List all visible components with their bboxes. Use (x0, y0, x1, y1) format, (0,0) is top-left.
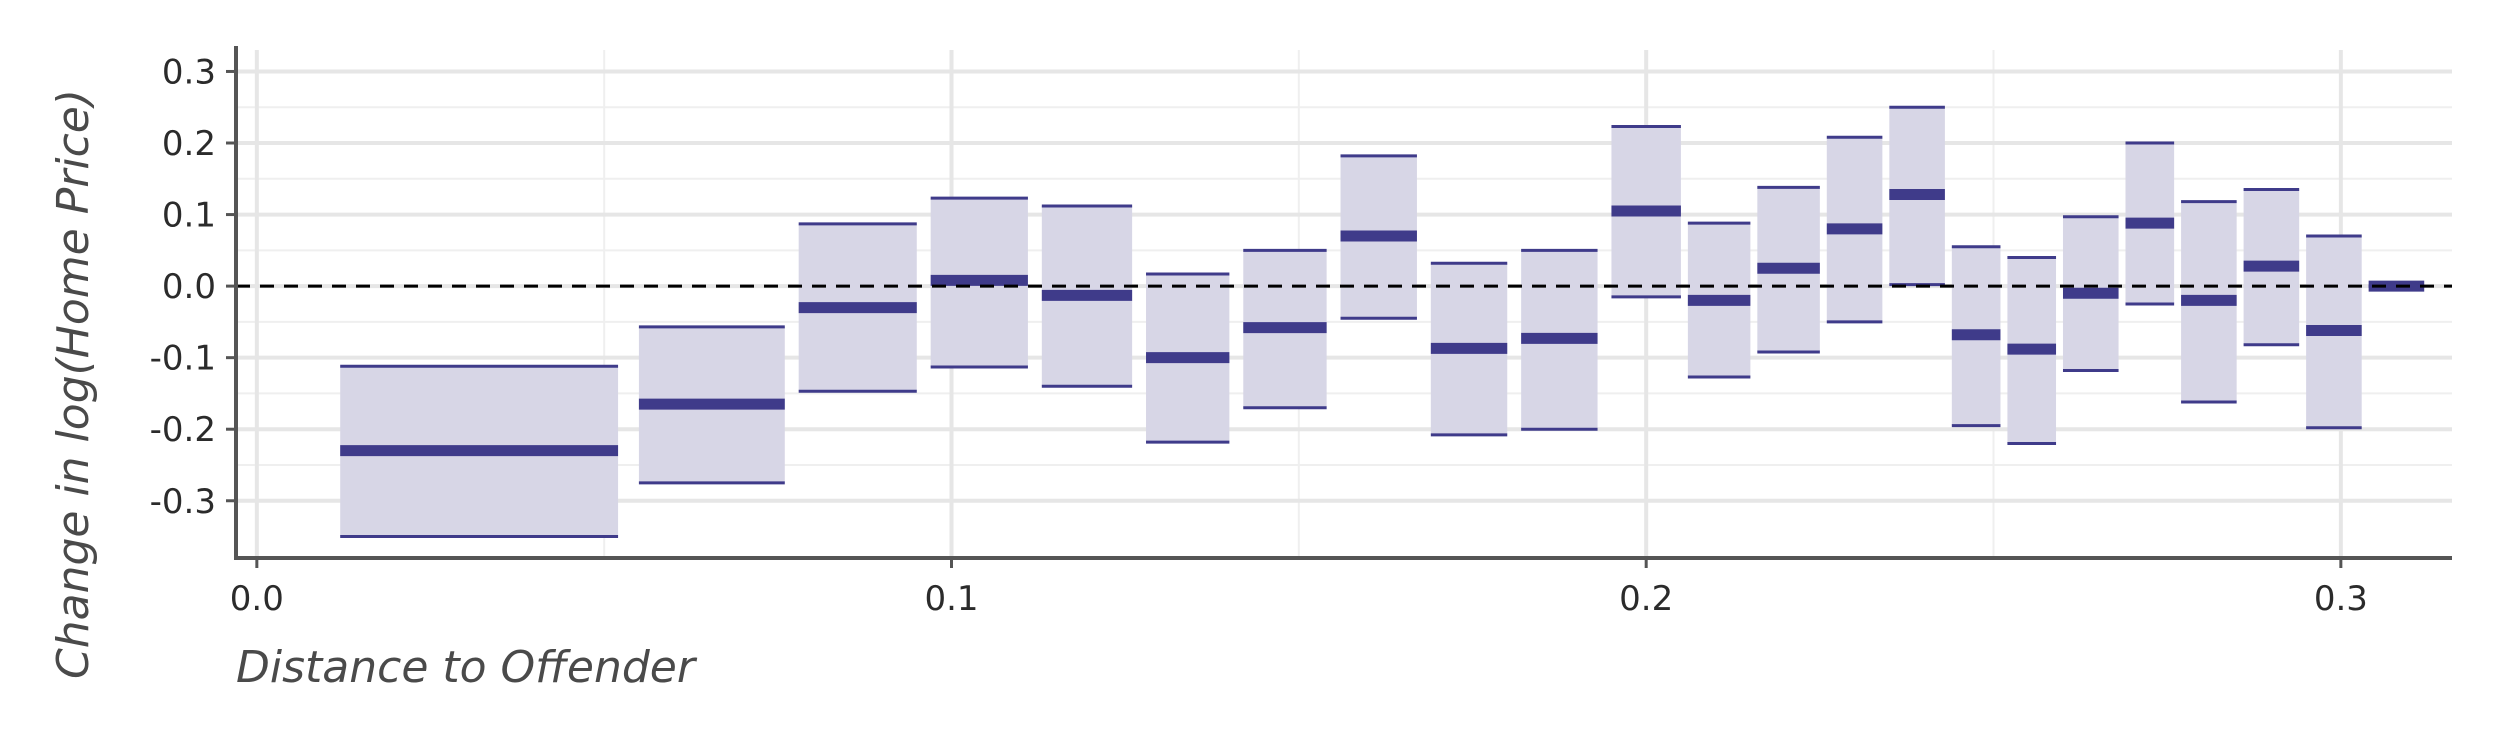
bin-interval (340, 364, 619, 539)
x-tick-label: 0.0 (230, 579, 284, 619)
y-tick-label: -0.2 (150, 410, 216, 450)
bin-interval (1041, 204, 1133, 388)
bin-interval (2306, 234, 2362, 430)
bin-interval (2181, 200, 2237, 404)
bin-interval (1146, 272, 1230, 444)
x-tick-label: 0.2 (1619, 579, 1673, 619)
bin-interval (2243, 188, 2300, 347)
bin-interval (1889, 105, 1945, 287)
x-tick-label: 0.3 (2314, 579, 2368, 619)
bin-interval (1521, 248, 1598, 431)
bin-interval (1951, 245, 2001, 428)
y-axis-title: Change in log(Home Price) (48, 89, 99, 679)
x-tick-label: 0.1 (924, 579, 978, 619)
bin-interval (638, 325, 785, 485)
y-tick-label: -0.1 (150, 339, 216, 379)
bin-interval (798, 222, 917, 393)
bin-interval (1687, 221, 1751, 379)
y-tick-label: 0.0 (162, 267, 216, 307)
bin-interval (1430, 261, 1508, 437)
bin-interval (1826, 135, 1883, 324)
bin-interval (2125, 141, 2175, 306)
bin-interval (2007, 255, 2057, 446)
bin-interval (1757, 185, 1820, 354)
axes (226, 46, 2452, 568)
y-tick-label: 0.2 (162, 124, 216, 164)
x-axis-title: Distance to Offender (236, 642, 698, 693)
tick-labels: 0.0 0.1 0.2 0.3 -0.3 -0.2 -0.1 0.0 0.1 0.2 0.3 (150, 52, 2368, 619)
bin-interval (1243, 248, 1327, 410)
y-tick-label: 0.3 (162, 52, 216, 92)
intervals (340, 105, 2425, 539)
y-tick-label: -0.3 (150, 482, 216, 522)
bin-interval (930, 196, 1028, 369)
bin-interval (1611, 125, 1681, 299)
y-tick-label: 0.1 (162, 196, 216, 236)
bin-interval (2062, 215, 2119, 373)
bin-interval (1340, 154, 1417, 320)
